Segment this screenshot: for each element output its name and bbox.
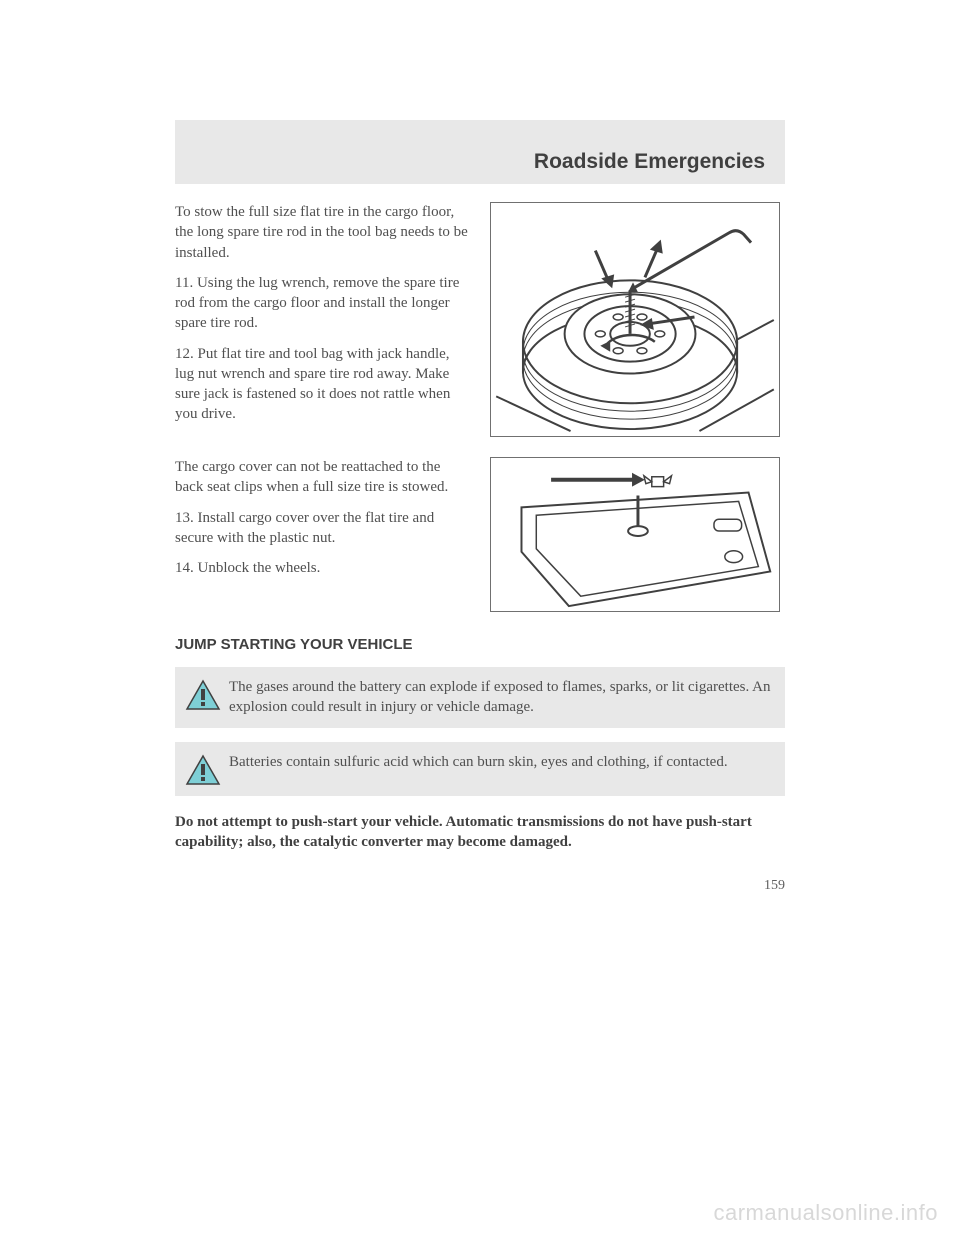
chapter-title: Roadside Emergencies bbox=[195, 150, 765, 174]
cargo-cover-figure bbox=[490, 457, 780, 612]
page-content: Roadside Emergencies To stow the full si… bbox=[175, 120, 785, 894]
paragraph: To stow the full size flat tire in the c… bbox=[175, 202, 470, 263]
paragraph: 14. Unblock the wheels. bbox=[175, 558, 470, 578]
bold-note: Do not attempt to push-start your vehicl… bbox=[175, 812, 785, 853]
tire-stow-figure bbox=[490, 202, 780, 437]
section-heading: JUMP STARTING YOUR VEHICLE bbox=[175, 636, 785, 653]
paragraph: 12. Put flat tire and tool bag with jack… bbox=[175, 344, 470, 425]
paragraph: 13. Install cargo cover over the flat ti… bbox=[175, 508, 470, 549]
chapter-header: Roadside Emergencies bbox=[175, 120, 785, 184]
warning-text: Batteries contain sulfuric acid which ca… bbox=[229, 752, 771, 772]
content-block-1: To stow the full size flat tire in the c… bbox=[175, 202, 785, 437]
warning-text: The gases around the battery can explode… bbox=[229, 677, 771, 718]
text-column-1: To stow the full size flat tire in the c… bbox=[175, 202, 470, 437]
paragraph: The cargo cover can not be reattached to… bbox=[175, 457, 470, 498]
content-block-2: The cargo cover can not be reattached to… bbox=[175, 457, 785, 612]
watermark: carmanualsonline.info bbox=[713, 1200, 938, 1226]
figure-column-2 bbox=[485, 457, 785, 612]
figure-column-1 bbox=[485, 202, 785, 437]
paragraph: 11. Using the lug wrench, remove the spa… bbox=[175, 273, 470, 334]
warning-box-1: The gases around the battery can explode… bbox=[175, 667, 785, 728]
warning-icon bbox=[185, 679, 221, 711]
text-column-2: The cargo cover can not be reattached to… bbox=[175, 457, 470, 612]
page-number: 159 bbox=[175, 878, 785, 894]
warning-box-2: Batteries contain sulfuric acid which ca… bbox=[175, 742, 785, 796]
warning-icon bbox=[185, 754, 221, 786]
